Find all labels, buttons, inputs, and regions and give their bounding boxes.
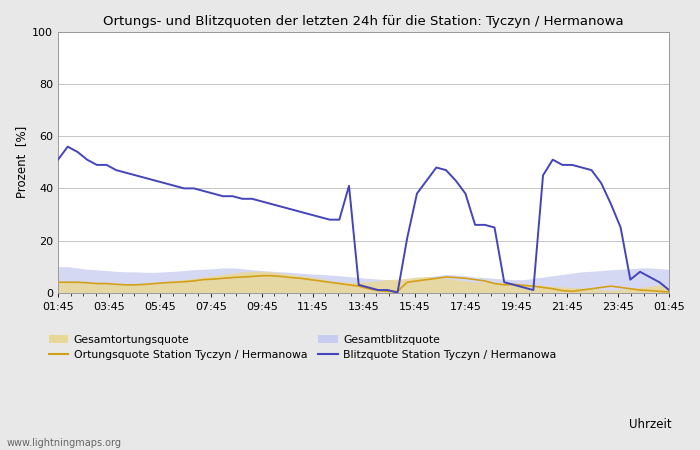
Text: www.lightningmaps.org: www.lightningmaps.org (7, 438, 122, 448)
Legend: Gesamtortungsquote, Ortungsquote Station Tyczyn / Hermanowa, Gesamtblitzquote, B: Gesamtortungsquote, Ortungsquote Station… (49, 334, 557, 360)
Title: Ortungs- und Blitzquoten der letzten 24h für die Station: Tyczyn / Hermanowa: Ortungs- und Blitzquoten der letzten 24h… (104, 15, 624, 28)
Y-axis label: Prozent  [%]: Prozent [%] (15, 126, 28, 198)
Text: Uhrzeit: Uhrzeit (629, 418, 672, 431)
